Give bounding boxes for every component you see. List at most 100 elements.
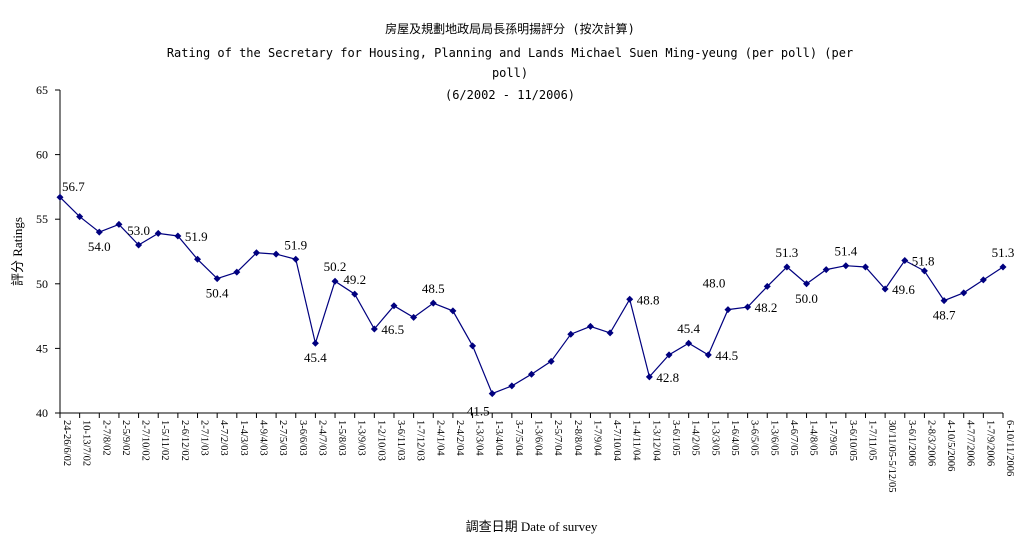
data-label: 50.2 — [324, 259, 347, 274]
data-label: 41.5 — [467, 404, 490, 419]
data-point — [999, 263, 1007, 271]
x-tick-label: 3-6/10/05 — [847, 420, 858, 461]
x-tick-label: 1-3/3/04 — [474, 420, 485, 456]
x-tick-label: 4-10/5/2006 — [945, 420, 956, 471]
y-tick-label: 60 — [36, 148, 48, 162]
data-label: 56.7 — [62, 179, 85, 194]
data-point — [390, 302, 398, 310]
chart-subtitle-line2: poll) — [491, 66, 529, 80]
x-tick-label: 1-3/12/04 — [650, 420, 661, 462]
data-point — [272, 250, 280, 258]
x-tick-label: 2-4/1/04 — [434, 420, 445, 456]
x-tick-label: 24-26/6/02 — [61, 420, 72, 466]
x-tick-label: 2-4/7/03 — [316, 420, 327, 456]
data-label: 46.5 — [381, 322, 404, 337]
data-point — [331, 277, 339, 285]
data-point — [410, 313, 418, 321]
x-tick-label: 1-3/6/05 — [768, 420, 779, 456]
data-label: 48.2 — [755, 300, 778, 315]
data-point — [135, 241, 143, 249]
x-tick-label: 2-6/12/02 — [179, 420, 190, 461]
data-point — [645, 373, 653, 381]
x-tick-label: 3-6/1/05 — [670, 420, 681, 456]
data-point — [154, 229, 162, 237]
x-tick-label: 1-5/8/03 — [336, 420, 347, 456]
data-label: 51.8 — [912, 254, 935, 269]
data-point — [76, 213, 84, 221]
data-label: 51.9 — [185, 229, 208, 244]
x-tick-label: 1-5/11/02 — [159, 420, 170, 460]
x-tick-label: 4-6/7/05 — [788, 420, 799, 456]
x-tick-label: 4-9/4/03 — [257, 420, 268, 456]
x-tick-label: 2-4/2/04 — [454, 420, 465, 456]
data-point — [606, 329, 614, 337]
data-point — [744, 303, 752, 311]
x-tick-label: 1-4/11/04 — [631, 420, 642, 461]
data-point — [724, 306, 732, 314]
data-label: 54.0 — [88, 239, 111, 254]
x-tick-label: 2-8/8/04 — [572, 420, 583, 456]
data-point — [469, 342, 477, 350]
x-tick-label: 1-4/2/05 — [690, 420, 701, 456]
data-point — [665, 351, 673, 359]
data-point — [822, 266, 830, 274]
chart-subtitle-line1: Rating of the Secretary for Housing, Pla… — [166, 46, 854, 60]
data-label: 48.0 — [703, 276, 726, 291]
data-point — [842, 262, 850, 270]
data-point — [763, 282, 771, 290]
x-tick-label: 1-3/6/04 — [533, 420, 544, 456]
x-tick-label: 1-3/3/05 — [709, 420, 720, 456]
x-tick-label: 1-3/9/03 — [356, 420, 367, 456]
data-point — [95, 228, 103, 236]
data-point — [704, 351, 712, 359]
data-point — [783, 263, 791, 271]
data-point — [920, 267, 928, 275]
series-line — [59, 196, 1004, 395]
data-point — [449, 307, 457, 315]
data-point — [979, 276, 987, 284]
data-label: 45.4 — [677, 321, 700, 336]
data-label: 51.3 — [776, 245, 799, 260]
x-tick-label: 3-6/1/2006 — [906, 420, 917, 466]
data-point — [626, 295, 634, 303]
data-label: 48.5 — [422, 281, 445, 296]
data-point — [901, 257, 909, 265]
y-tick-label: 50 — [36, 277, 48, 291]
data-label: 44.5 — [715, 348, 738, 363]
data-label: 49.6 — [892, 282, 915, 297]
y-tick-label: 55 — [36, 212, 48, 226]
x-tick-label: 10-13/7/02 — [81, 420, 92, 466]
x-axis-title: 調查日期 Date of survey — [466, 519, 598, 534]
x-tick-label: 1-4/8/05 — [808, 420, 819, 456]
x-tick-label: 2-5/7/04 — [552, 420, 563, 456]
data-point — [528, 370, 535, 378]
data-label: 48.7 — [933, 308, 956, 323]
x-tick-label: 3-6/5/05 — [749, 420, 760, 456]
data-point — [586, 322, 594, 330]
data-label: 49.2 — [343, 272, 366, 287]
data-point — [940, 297, 948, 305]
data-label: 51.4 — [834, 244, 857, 259]
chart-period: (6/2002 - 11/2006) — [444, 88, 576, 102]
x-tick-label: 1-6/4/05 — [729, 420, 740, 456]
data-label: 51.9 — [284, 237, 307, 252]
data-point — [311, 339, 319, 347]
data-point — [252, 249, 260, 257]
data-point — [292, 255, 300, 263]
x-tick-label: 1-7/11/05 — [866, 420, 877, 460]
data-label: 53.0 — [127, 223, 150, 238]
chart-title: 房屋及規劃地政局局長孫明揚評分 (按次計算) — [385, 22, 635, 36]
data-label: 45.4 — [304, 350, 327, 365]
x-tick-label: 30/11/05-5/12/05 — [886, 420, 897, 493]
data-label: 42.8 — [656, 370, 679, 385]
data-point — [115, 220, 123, 228]
data-label: 51.3 — [992, 245, 1015, 260]
y-tick-label: 40 — [36, 406, 48, 420]
x-tick-label: 3-6/11/03 — [395, 420, 406, 460]
data-point — [429, 299, 437, 307]
data-point — [803, 280, 811, 288]
data-label: 50.0 — [795, 291, 818, 306]
data-point — [233, 268, 241, 276]
data-point — [547, 357, 555, 365]
